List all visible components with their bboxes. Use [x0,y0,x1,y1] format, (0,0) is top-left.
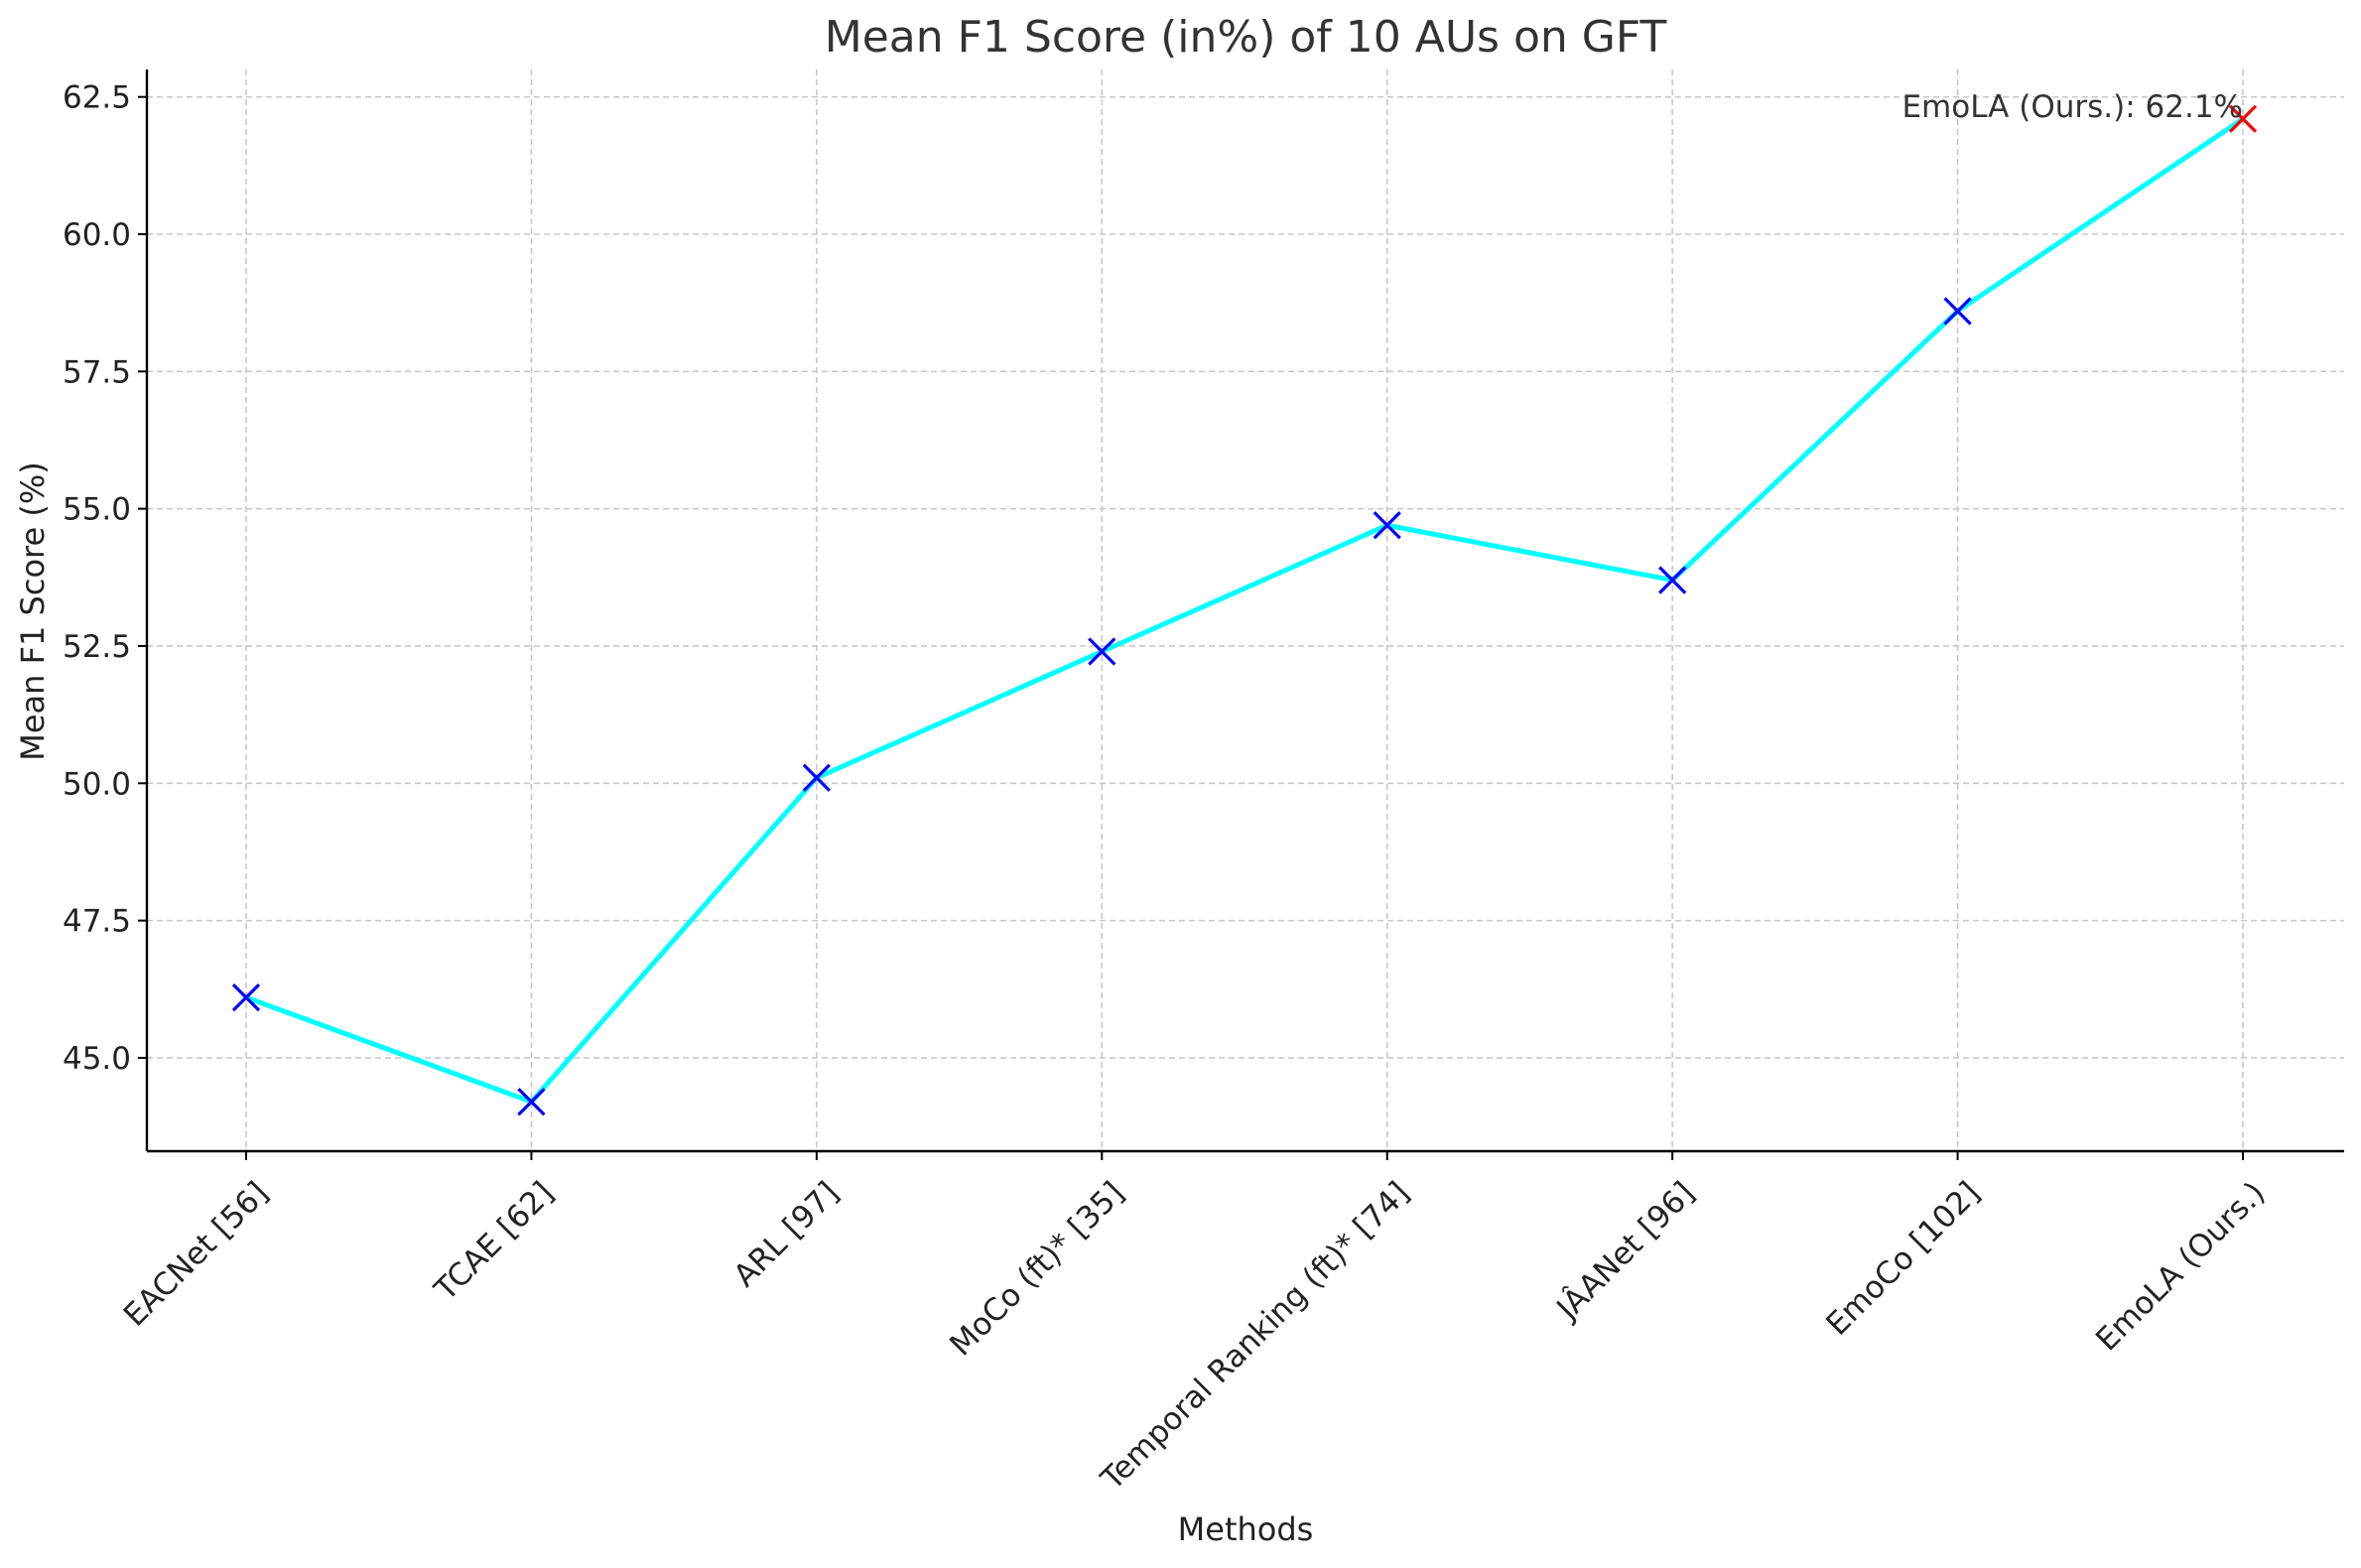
data-point-marker [1088,637,1116,666]
x-tick-label: EmoLA (Ours.) [2089,1175,2272,1358]
y-tick-label: 52.5 [63,629,131,665]
x-axis-title: Methods [1178,1510,1314,1548]
marker-stroke [1943,297,1972,326]
data-point-marker [2228,104,2258,133]
data-point-marker [802,763,831,792]
data-point-marker [1658,566,1687,594]
x-tick-label: ARL [97] [726,1175,846,1294]
marker-stroke [231,982,261,1012]
label-layer: 45.0 47.5 50.0 52.5 55.0 57.5 60.0 62.5 EACNet [… [63,80,2273,1498]
y-tick-label: 57.5 [63,354,131,390]
data-point-marker [1943,297,1972,326]
x-tick-label: EACNet [56] [117,1175,276,1334]
series-line [243,116,2246,1105]
marker-stroke [1373,511,1401,540]
y-tick-label: 47.5 [63,904,131,940]
y-axis-title: Mean F1 Score (%) [14,461,52,760]
x-tick-label: JÂANet [96] [1549,1175,1702,1328]
marker-stroke [517,1088,546,1116]
chart-title: Mean F1 Score (in%) of 10 AUs on GFT [825,12,1667,63]
y-tick-label: 55.0 [63,492,131,528]
grid-layer [147,69,2344,1151]
x-tick-label: MoCo (ft)* [35] [943,1175,1130,1363]
data-point-marker [1373,511,1401,540]
marker-stroke [2228,104,2258,133]
axes-layer [138,69,2344,1160]
x-tick-label: TCAE [62] [428,1175,561,1308]
y-tick-label: 45.0 [63,1041,131,1077]
y-tick-label: 62.5 [63,80,131,116]
x-tick-label: EmoCo [102] [1819,1175,1987,1343]
marker-stroke [1658,566,1687,594]
marker-stroke [802,763,831,792]
series-layer [231,104,2258,1116]
y-tick-label: 60.0 [63,217,131,253]
x-tick-label: Temporal Ranking (ft)* [74] [1094,1175,1416,1498]
y-tick-label: 50.0 [63,766,131,802]
data-point-marker [517,1088,546,1116]
marker-stroke [1088,637,1116,666]
highlight-annotation: EmoLA (Ours.): 62.1% [1902,89,2243,125]
data-point-marker [231,982,261,1012]
